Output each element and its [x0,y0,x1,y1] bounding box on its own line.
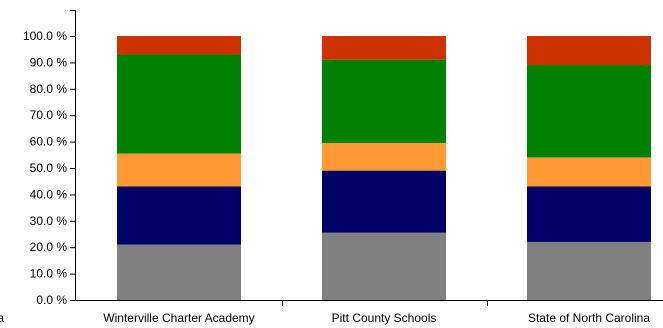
y-axis-ticks: 0.0 % 10.0 % 20.0 % 30.0 % 40.0 % 50.0 % 60.0 … [23,10,75,307]
y-tick-label: 60.0 % [30,135,68,149]
left-cut-label: a [0,311,4,325]
bar-segment [117,36,241,55]
x-category-label: Pitt County Schools [332,311,437,325]
y-tick-label: 20.0 % [30,240,68,254]
bar-segment [322,170,446,233]
x-axis-ticks: Winterville Charter Academy Pitt County S… [103,300,650,325]
y-tick-label: 70.0 % [30,108,68,122]
x-category-label: State of North Carolina [528,311,650,325]
bar-segment [322,142,446,171]
bar-segment [117,54,241,154]
bar-segment [322,59,446,143]
bar-segment [527,186,651,242]
bar-segment [527,157,651,187]
y-tick-label: 90.0 % [30,55,68,69]
x-category-label: Winterville Charter Academy [103,311,254,325]
y-tick-label: 10.0 % [30,267,68,281]
bar-segment [117,153,241,187]
y-tick-label: 50.0 % [30,161,68,175]
y-tick-label: 30.0 % [30,214,68,228]
bar-segment [527,36,651,66]
y-tick-label: 80.0 % [30,82,68,96]
bar-segment [117,244,241,300]
bar-segment [322,232,446,300]
bar-segment [527,65,651,158]
y-tick-label: 100.0 % [23,29,67,43]
y-tick-label: 40.0 % [30,187,68,201]
bars-group [117,36,651,300]
y-tick-label: 0.0 % [36,293,67,307]
bar-segment [117,186,241,245]
bar-segment [322,36,446,60]
bar-segment [527,241,651,300]
